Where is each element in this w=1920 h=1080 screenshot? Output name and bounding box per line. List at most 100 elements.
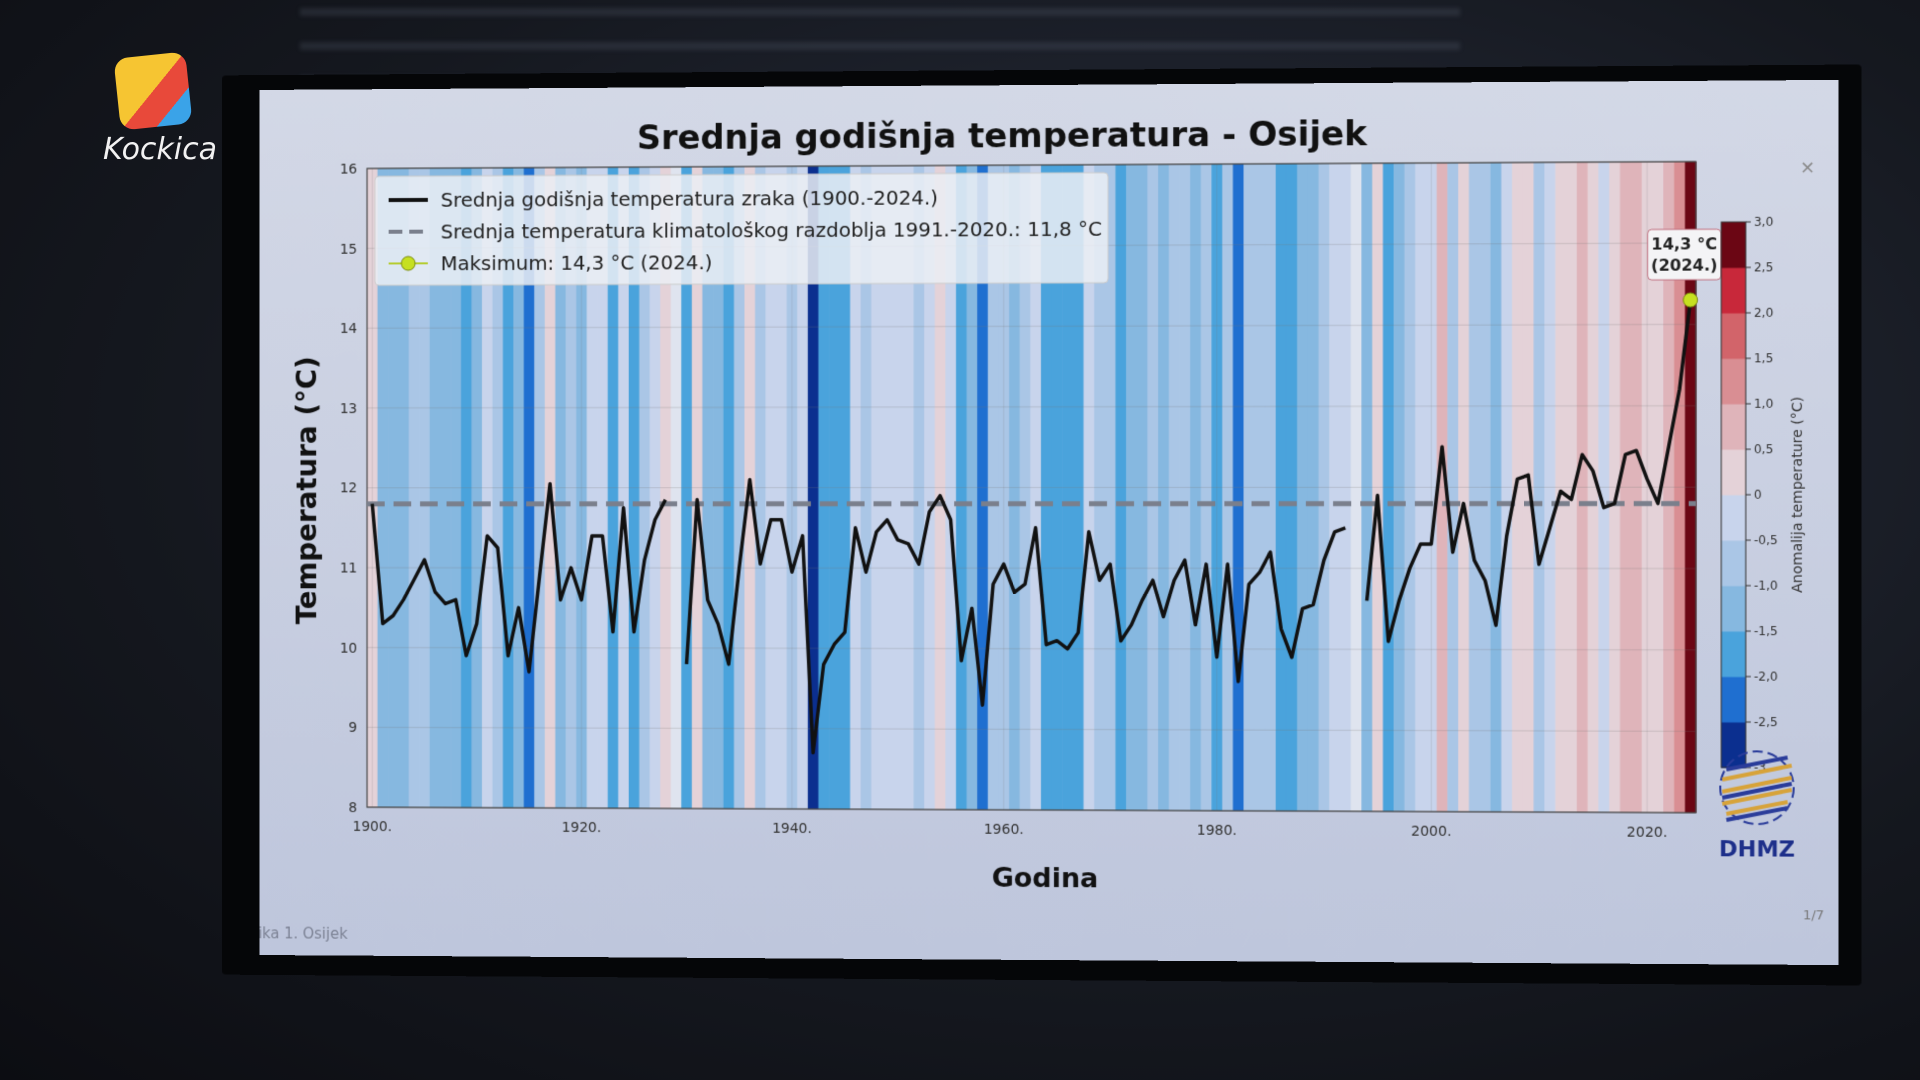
colorbar-bin <box>1721 267 1746 314</box>
colorbar-tick-label: -2,0 <box>1754 669 1778 683</box>
stripe-1959 <box>988 165 1000 811</box>
legend-entry: Srednja godišnja temperatura zraka (1900… <box>441 186 938 211</box>
stripe-1985 <box>1264 163 1277 811</box>
stripe-2001 <box>1436 162 1449 812</box>
maximum-annotation-year: (2024.) <box>1651 255 1717 275</box>
colorbar-bin <box>1721 540 1746 587</box>
x-tick-label: 2020. <box>1627 824 1668 840</box>
gridline-y <box>367 487 1696 488</box>
x-tick-label: 1940. <box>772 821 812 837</box>
colorbar-tick-label: 0 <box>1754 488 1762 502</box>
stripe-1957 <box>966 165 978 810</box>
stripe-1968 <box>1082 164 1094 810</box>
stripe-1995 <box>1372 163 1384 812</box>
colorbar-bin <box>1721 449 1746 496</box>
stripe-1984 <box>1254 163 1266 811</box>
legend-entry: Maksimum: 14,3 °C (2024.) <box>441 251 713 275</box>
stripe-1923 <box>607 167 619 809</box>
stripe-1912 <box>492 167 504 808</box>
stripe-1939 <box>776 166 788 809</box>
stripe-1975 <box>1158 164 1170 811</box>
maximum-marker <box>1683 293 1697 307</box>
colorbar-bin <box>1721 721 1746 768</box>
stripe-1930 <box>681 166 693 809</box>
stripe-1916 <box>534 167 546 808</box>
y-axis-label: Temperatura (°C) <box>291 356 323 624</box>
stripe-1972 <box>1126 164 1138 811</box>
x-tick-label: 1960. <box>984 822 1024 838</box>
stripe-1918 <box>555 167 567 809</box>
stripe-1924 <box>618 167 630 809</box>
stripe-1940 <box>786 166 798 809</box>
colorbar-tick-label: 1,0 <box>1754 397 1773 411</box>
colorbar-bin <box>1721 221 1746 269</box>
x-axis-label: Godina <box>992 863 1099 895</box>
stripe-1991 <box>1329 163 1341 812</box>
stripe-1998 <box>1404 163 1416 812</box>
stripe-1974 <box>1147 164 1159 811</box>
stripe-1935 <box>733 166 746 809</box>
stripe-1947 <box>860 165 872 810</box>
anomaly-stripes <box>367 161 1697 813</box>
colorbar-tick-label: 2,0 <box>1754 306 1773 320</box>
stripe-2000 <box>1425 162 1438 812</box>
colorbar-tick-label: -3 <box>1754 760 1766 774</box>
colorbar-tick-label: 0,5 <box>1754 442 1773 456</box>
stripe-1933 <box>712 166 725 809</box>
y-tick-label: 9 <box>349 720 358 736</box>
stripe-1997 <box>1393 163 1406 812</box>
colorbar-label: Anomalija temperature (°C) <box>1790 397 1806 593</box>
stripe-1921 <box>586 167 598 809</box>
colorbar-bin <box>1721 312 1746 359</box>
stripe-1970 <box>1104 164 1117 811</box>
stripe-1932 <box>702 166 714 809</box>
stripe-1953 <box>924 165 936 810</box>
x-tick-label: 1920. <box>562 820 601 836</box>
stripe-1905 <box>419 168 431 808</box>
y-tick-label: 15 <box>340 241 357 257</box>
stripe-1914 <box>513 167 525 808</box>
stripe-1963 <box>1030 164 1042 811</box>
stripe-2002 <box>1447 162 1459 812</box>
stripe-1996 <box>1382 163 1395 812</box>
stripe-1976 <box>1168 164 1181 811</box>
stripe-1977 <box>1179 164 1191 811</box>
stripe-1941 <box>797 166 809 810</box>
stripe-1922 <box>597 167 609 809</box>
legend-box <box>375 173 1108 286</box>
stripe-1973 <box>1136 164 1149 811</box>
stripe-1952 <box>913 165 925 810</box>
stripe-1948 <box>871 165 883 810</box>
stripe-1961 <box>1009 165 1021 811</box>
temperature-chart: 8 9 10 11 12 13 14 15 16 1900. 1920. 1940. 1960. 1980… <box>259 114 1824 943</box>
stripe-1983 <box>1243 163 1255 811</box>
stripe-2005 <box>1479 162 1492 812</box>
figure-caption: Slika 1. Osijek <box>259 924 347 943</box>
y-tick-label: 13 <box>340 401 357 417</box>
x-tick-label: 2000. <box>1411 824 1451 840</box>
stripe-2004 <box>1468 162 1481 812</box>
close-button[interactable]: × <box>1800 157 1815 178</box>
stripe-1931 <box>691 166 703 809</box>
stripe-1938 <box>765 166 777 809</box>
colorbar-bin <box>1721 494 1746 541</box>
stripe-1919 <box>565 167 577 809</box>
stripe-1987 <box>1286 163 1298 812</box>
stripe-1979 <box>1200 164 1213 811</box>
colorbar-tick-label: -2,5 <box>1754 715 1778 729</box>
stripe-1992 <box>1340 163 1352 812</box>
y-tick-label: 10 <box>340 640 357 656</box>
stripe-1946 <box>850 165 862 810</box>
y-tick-label: 11 <box>340 561 357 577</box>
stripe-1937 <box>755 166 767 809</box>
stripe-1954 <box>934 165 946 810</box>
stripe-1990 <box>1318 163 1330 812</box>
stripe-1917 <box>544 167 556 808</box>
stripe-2006 <box>1490 162 1502 812</box>
stripe-1994 <box>1361 163 1373 812</box>
colorbar-bin <box>1721 631 1746 678</box>
stripe-1960 <box>999 165 1011 811</box>
stripe-1925 <box>628 167 640 809</box>
stripe-1936 <box>744 166 756 809</box>
colorbar-bin <box>1721 585 1746 632</box>
